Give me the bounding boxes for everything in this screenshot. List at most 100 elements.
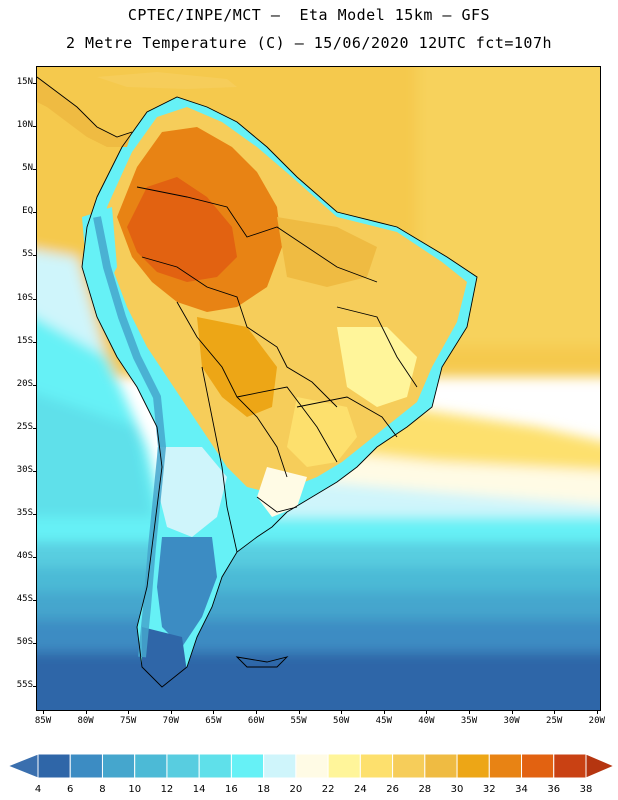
colorbar-swatch — [134, 753, 168, 779]
lat-tick — [33, 255, 36, 257]
lon-tick — [341, 711, 343, 714]
lat-label-5s: 5S — [22, 249, 33, 260]
lat-label-30s: 30S — [16, 464, 33, 475]
colorbar-swatch — [392, 753, 426, 779]
map-svg — [37, 67, 600, 710]
lon-tick — [511, 711, 513, 714]
lon-tick — [426, 711, 428, 714]
temperature-map — [36, 66, 601, 711]
lat-tick — [33, 212, 36, 214]
lat-tick — [33, 83, 36, 84]
lat-tick — [33, 643, 36, 645]
colorbar-svg — [6, 753, 616, 779]
colorbar-label: 20 — [289, 784, 303, 795]
lon-tick — [469, 711, 470, 714]
lon-label-80w: 80W — [77, 716, 94, 726]
colorbar-label: 34 — [515, 784, 528, 795]
lon-tick — [43, 711, 44, 714]
colorbar-label: 12 — [160, 784, 174, 795]
colorbar-swatch — [359, 753, 394, 779]
lon-label-55w: 55W — [290, 716, 307, 726]
colorbar-label: 4 — [34, 784, 42, 795]
lon-tick — [298, 711, 300, 714]
colorbar-label: 26 — [386, 784, 399, 795]
lon-tick — [383, 711, 385, 714]
colorbar-label: 18 — [257, 784, 270, 795]
colorbar-label: 32 — [482, 784, 496, 795]
colorbar-swatch — [37, 753, 71, 779]
colorbar-swatch — [295, 753, 329, 779]
lat-tick — [33, 514, 36, 515]
lon-label-65w: 65W — [205, 716, 222, 726]
colorbar-swatch — [488, 753, 523, 779]
colorbar-swatch — [69, 753, 103, 779]
lat-tick — [33, 384, 36, 386]
lon-tick — [256, 711, 257, 714]
lon-tick — [85, 711, 87, 714]
lon-label-40w: 40W — [418, 716, 435, 726]
lon-tick — [128, 711, 130, 714]
colorbar-label: 16 — [225, 784, 238, 795]
lat-label-5n: 5N — [22, 163, 33, 174]
lon-label-20w: 20W — [588, 716, 605, 726]
colorbar-swatch — [101, 753, 136, 779]
country-borders — [37, 76, 478, 688]
lon-label-30w: 30W — [503, 716, 520, 726]
colorbar-swatch — [553, 753, 587, 779]
lat-label-10s: 10S — [16, 292, 33, 303]
lat-label-45s: 45S — [16, 594, 33, 605]
lon-label-35w: 35W — [460, 716, 478, 726]
lat-tick — [33, 686, 36, 688]
colorbar-label: 8 — [99, 784, 106, 795]
colorbar-label: 14 — [192, 784, 206, 795]
lat-label-40s: 40S — [16, 551, 33, 562]
lon-label-75w: 75W — [120, 716, 137, 726]
lat-tick — [33, 427, 36, 429]
lat-label-10n: 10N — [16, 120, 33, 131]
lon-label-50w: 50W — [333, 716, 350, 726]
lon-label-45w: 45W — [375, 716, 392, 726]
colorbar — [0, 748, 618, 800]
lat-label-15s: 15S — [16, 335, 33, 346]
lat-label-25s: 25S — [16, 421, 33, 432]
colorbar-label: 6 — [67, 784, 74, 795]
lat-label-15n: 15N — [16, 77, 33, 87]
colorbar-swatch — [456, 753, 490, 779]
chart-title-line1: CPTEC/INPE/MCT – Eta Model 15km – GFS — [127, 6, 491, 24]
lon-label-85w: 85W — [34, 716, 52, 726]
lon-label-60w: 60W — [247, 716, 265, 726]
lon-tick — [554, 711, 556, 714]
lon-label-70w: 70W — [162, 716, 179, 726]
central-america — [37, 72, 237, 147]
colorbar-label: 30 — [450, 784, 464, 795]
colorbar-label: 24 — [353, 784, 367, 795]
lat-tick — [33, 169, 36, 171]
lat-tick — [33, 470, 36, 472]
colorbar-swatch — [198, 753, 232, 779]
south-america-landmass — [82, 97, 477, 687]
andes-cold-strip — [93, 216, 167, 658]
lon-tick — [596, 711, 598, 714]
lat-tick — [33, 600, 36, 602]
lat-label-50s: 50S — [16, 637, 33, 648]
ocean-temperature-field — [37, 67, 600, 710]
colorbar-swatches — [6, 753, 616, 779]
lon-tick — [213, 711, 215, 714]
lon-label-25w: 25W — [546, 716, 563, 726]
lat-tick — [33, 298, 36, 300]
lat-tick — [33, 126, 36, 128]
lat-label-20s: 20S — [16, 378, 33, 389]
colorbar-label: 36 — [547, 784, 561, 795]
colorbar-label: 10 — [128, 784, 142, 795]
lat-label-35s: 35S — [16, 508, 33, 518]
colorbar-arrow-left — [6, 753, 39, 779]
colorbar-label: 22 — [321, 784, 335, 795]
colorbar-arrow-right — [585, 753, 616, 779]
chart-title-line2: 2 Metre Temperature (C) – 15/06/2020 12U… — [65, 34, 553, 52]
colorbar-swatch — [263, 753, 297, 779]
colorbar-swatch — [327, 753, 361, 779]
colorbar-label: 38 — [579, 784, 593, 795]
colorbar-label: 28 — [418, 784, 432, 795]
colorbar-swatch — [166, 753, 200, 779]
lat-label-55s: 55S — [16, 680, 33, 691]
